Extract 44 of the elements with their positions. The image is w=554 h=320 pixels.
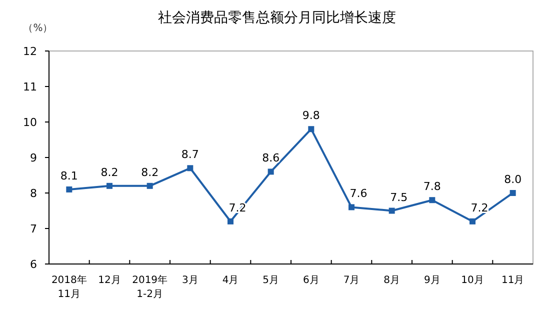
- x-tick-label: 7月: [343, 275, 360, 286]
- point: [228, 218, 234, 224]
- data-label: 9.8: [302, 109, 320, 122]
- x-tick-label: 3月: [182, 275, 198, 286]
- data-label: 7.8: [423, 180, 441, 194]
- data-label: 7.6: [350, 187, 368, 200]
- data-label: 7.5: [390, 190, 408, 204]
- chart-title: 社会消费品零售总额分月同比增长速度: [158, 10, 396, 26]
- point: [268, 168, 274, 175]
- y-tick-label: 7: [30, 222, 37, 236]
- y-tick-label: 8: [30, 187, 37, 200]
- x-tick-label: 11月: [501, 275, 524, 286]
- point: [308, 126, 314, 132]
- point: [146, 182, 153, 189]
- point: [66, 186, 72, 192]
- y-tick-label: 11: [23, 80, 37, 94]
- x-tick-label: 6月: [302, 275, 320, 286]
- x-tick-label: 8月: [384, 275, 400, 286]
- data-label: 8.7: [181, 148, 199, 162]
- data-label: 8.1: [60, 169, 78, 182]
- point: [429, 197, 436, 204]
- point: [187, 165, 194, 172]
- data-label: 7.2: [470, 201, 488, 214]
- point: [510, 190, 516, 196]
- data-label: 8.2: [100, 166, 118, 179]
- point: [470, 218, 476, 224]
- x-tick-label: 12月: [98, 275, 121, 286]
- data-label: 8.2: [141, 166, 159, 179]
- x-tick-label: 10月: [461, 275, 484, 286]
- y-tick-label: 6: [30, 258, 37, 271]
- x-tick-label: 2018年 11月: [51, 274, 87, 300]
- point: [106, 182, 112, 189]
- point: [388, 208, 395, 214]
- x-tick-label: 2019年 1-2月: [132, 274, 168, 300]
- y-axis-title: （%）: [23, 23, 53, 34]
- data-label: 8.6: [262, 152, 280, 165]
- x-tick-label: 4月: [222, 275, 239, 286]
- data-label: 8.0: [504, 173, 522, 186]
- y-tick-label: 10: [23, 116, 37, 129]
- point: [348, 204, 354, 210]
- x-tick-label: 5月: [262, 275, 280, 286]
- x-tick-label: 9月: [424, 275, 440, 286]
- y-tick-label: 9: [30, 152, 37, 164]
- y-tick-label: 12: [23, 45, 37, 58]
